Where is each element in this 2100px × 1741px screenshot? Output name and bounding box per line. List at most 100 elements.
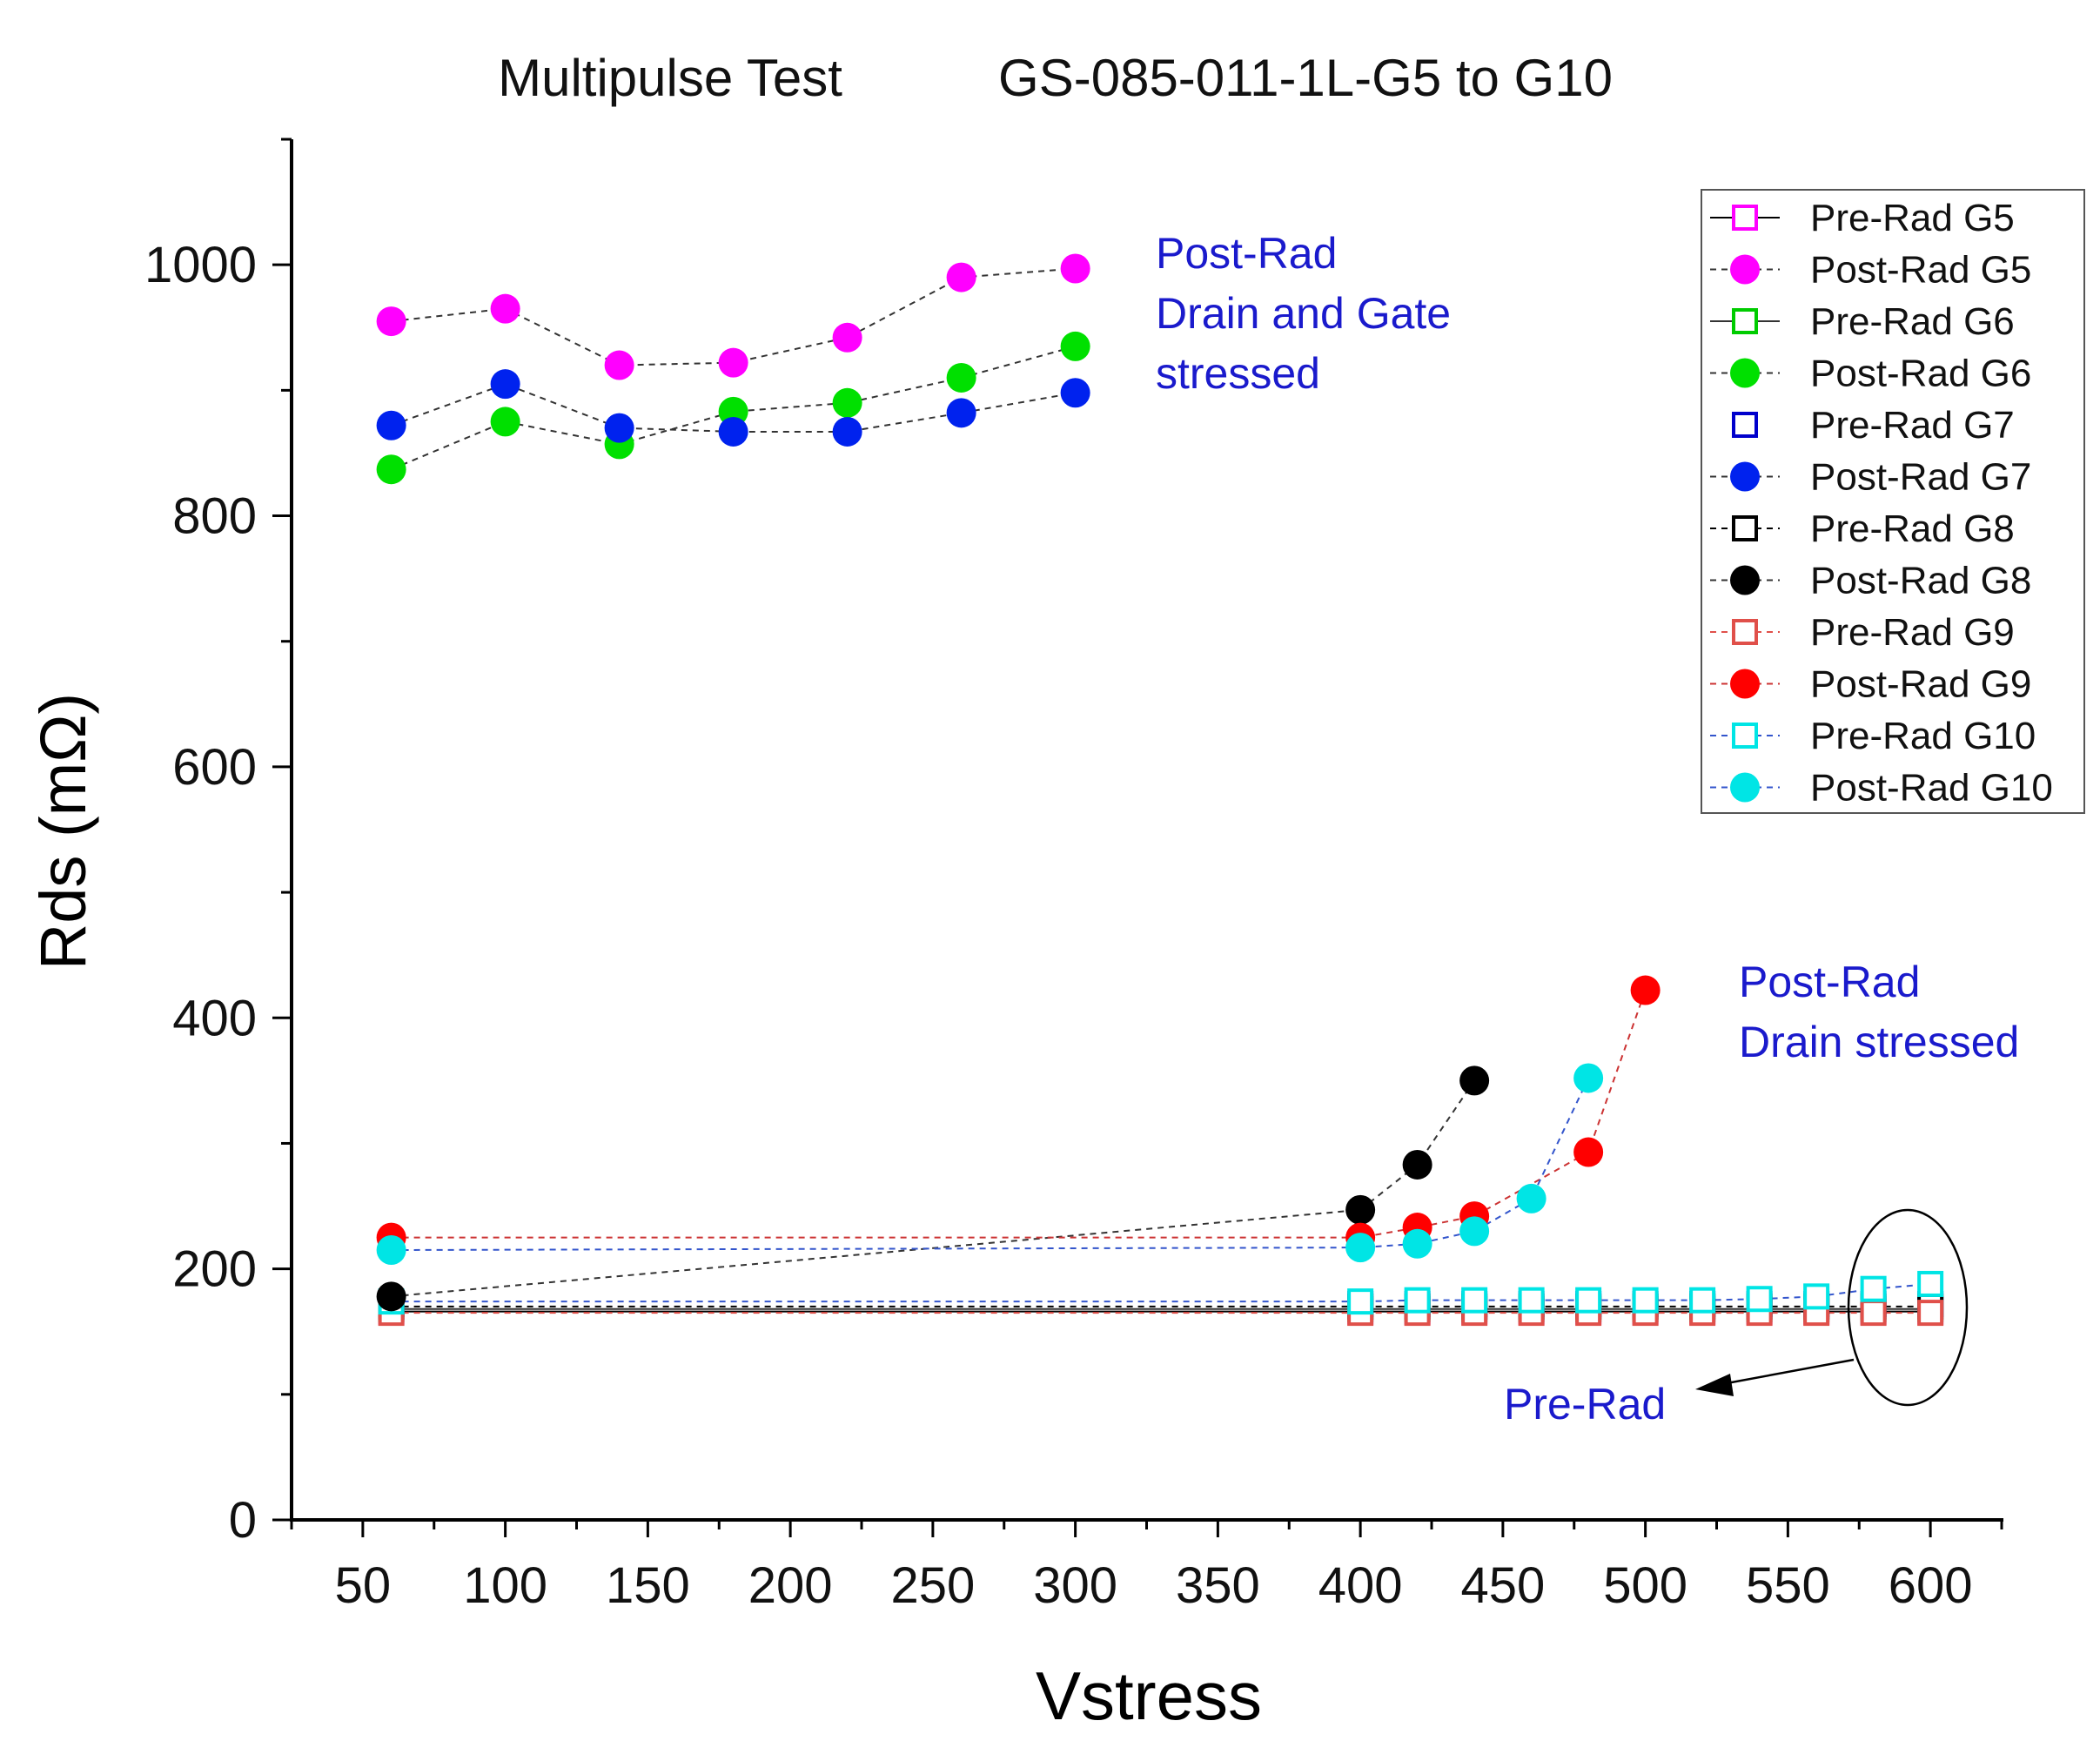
axis-ticks — [272, 138, 2003, 1537]
series-line — [391, 990, 1647, 1239]
data-point — [1803, 1283, 1830, 1310]
annotation-line: stressed — [1156, 349, 1320, 398]
legend-marker — [1732, 723, 1758, 749]
legend-label: Post-Rad G5 — [1810, 249, 2031, 292]
data-point — [1347, 1288, 1374, 1315]
legend-marker — [1730, 772, 1760, 803]
data-point — [1402, 1228, 1432, 1259]
series-line — [391, 1079, 1475, 1298]
legend-label: Pre-Rad G5 — [1810, 197, 2015, 239]
data-point — [1917, 1300, 1944, 1327]
legend-label: Post-Rad G8 — [1810, 560, 2031, 602]
series-markers — [376, 253, 1944, 1327]
data-point — [376, 1281, 406, 1312]
legend-marker — [1730, 565, 1760, 595]
data-point — [1917, 1270, 1944, 1297]
legend-marker — [1730, 358, 1760, 388]
y-tick-label: 400 — [172, 990, 257, 1046]
data-point — [832, 322, 862, 353]
legend-entry: Pre-Rad G8 — [1710, 508, 2015, 550]
legend-marker — [1730, 669, 1760, 699]
chart-title-right: GS-085-011-1L-G5 to G10 — [998, 49, 1613, 107]
data-point — [376, 1235, 406, 1266]
data-point — [604, 350, 634, 380]
legend-entry: Post-Rad G9 — [1710, 663, 2031, 706]
data-point — [1630, 975, 1661, 1005]
legend: Pre-Rad G5 Post-Rad G5 Pre-Rad G6 Post-Rad … — [1701, 189, 2085, 814]
data-point — [490, 293, 520, 324]
data-point — [1345, 1194, 1376, 1225]
data-point — [1060, 253, 1090, 284]
legend-marker — [1730, 254, 1760, 285]
legend-box — [1701, 189, 2085, 814]
pre-rad-arrow-head — [1695, 1374, 1734, 1396]
tick-labels: 50 100 150 200 250 300 350 400 450 500 550 600 0 200 4… — [144, 237, 1973, 1614]
legend-marker — [1732, 308, 1758, 334]
x-tick-label: 450 — [1460, 1557, 1545, 1614]
data-point — [1746, 1286, 1773, 1313]
x-axis-title: Vstress — [1036, 1657, 1262, 1734]
series-line — [391, 1282, 1931, 1303]
data-point — [1402, 1149, 1432, 1180]
data-point — [718, 347, 748, 378]
y-tick-label: 0 — [229, 1492, 257, 1549]
legend-entry: Pre-Rad G9 — [1710, 611, 2015, 654]
annotation-line: Drain and Gate — [1156, 289, 1451, 338]
legend-entry: Pre-Rad G7 — [1732, 404, 2015, 447]
legend-entry: Pre-Rad G10 — [1710, 715, 2036, 757]
legend-entry: Post-Rad G6 — [1710, 353, 2031, 395]
legend-marker — [1730, 461, 1760, 492]
x-tick-label: 350 — [1176, 1557, 1260, 1614]
pre-rad-highlight-ellipse — [1847, 1208, 1969, 1407]
data-point — [1404, 1287, 1431, 1314]
legend-marker — [1732, 205, 1758, 231]
y-tick-label: 1000 — [144, 237, 257, 293]
annotation-line: Post-Rad — [1156, 229, 1337, 278]
data-point — [376, 306, 406, 337]
legend-label: Post-Rad G10 — [1810, 767, 2053, 810]
annotation-line: Pre-Rad — [1504, 1380, 1666, 1428]
data-point — [946, 262, 976, 292]
legend-entry: Post-Rad G10 — [1710, 767, 2053, 810]
data-point — [376, 410, 406, 440]
legend-label: Post-Rad G9 — [1810, 663, 2031, 706]
data-point — [490, 407, 520, 437]
legend-marker — [1732, 619, 1758, 645]
data-point — [1518, 1287, 1545, 1314]
legend-marker — [1732, 412, 1758, 438]
y-tick-label: 800 — [172, 488, 257, 545]
annotation-line: Post-Rad — [1739, 958, 1920, 1006]
x-tick-label: 50 — [335, 1557, 392, 1614]
data-point — [376, 454, 406, 485]
data-point — [1461, 1287, 1488, 1314]
data-point — [1060, 331, 1090, 361]
data-point — [490, 369, 520, 400]
legend-label: Pre-Rad G7 — [1810, 404, 2015, 447]
legend-marker — [1732, 515, 1758, 541]
legend-label: Post-Rad G6 — [1810, 353, 2031, 395]
x-tick-label: 100 — [463, 1557, 547, 1614]
data-point — [832, 387, 862, 418]
data-point — [1516, 1183, 1546, 1213]
legend-entry: Pre-Rad G5 — [1710, 197, 2015, 239]
data-point — [1459, 1216, 1490, 1247]
x-tick-label: 500 — [1603, 1557, 1687, 1614]
legend-label: Pre-Rad G10 — [1810, 715, 2036, 757]
legend-label: Pre-Rad G9 — [1810, 611, 2015, 654]
data-point — [946, 362, 976, 393]
x-tick-label: 250 — [890, 1557, 975, 1614]
y-tick-label: 200 — [172, 1241, 257, 1298]
legend-label: Post-Rad G7 — [1810, 456, 2031, 499]
pre-rad-arrow-shaft — [1712, 1358, 1855, 1388]
data-point — [1060, 378, 1090, 408]
annotation-pre-rad: Pre-Rad — [1504, 1208, 1969, 1428]
chart-title-left: Multipulse Test — [498, 49, 842, 107]
x-tick-label: 150 — [606, 1557, 690, 1614]
legend-label: Pre-Rad G6 — [1810, 300, 2015, 343]
x-tick-label: 200 — [748, 1557, 833, 1614]
data-point — [1459, 1065, 1490, 1096]
data-point — [1345, 1233, 1376, 1263]
legend-entry: Post-Rad G8 — [1710, 560, 2031, 602]
data-point — [718, 416, 748, 447]
